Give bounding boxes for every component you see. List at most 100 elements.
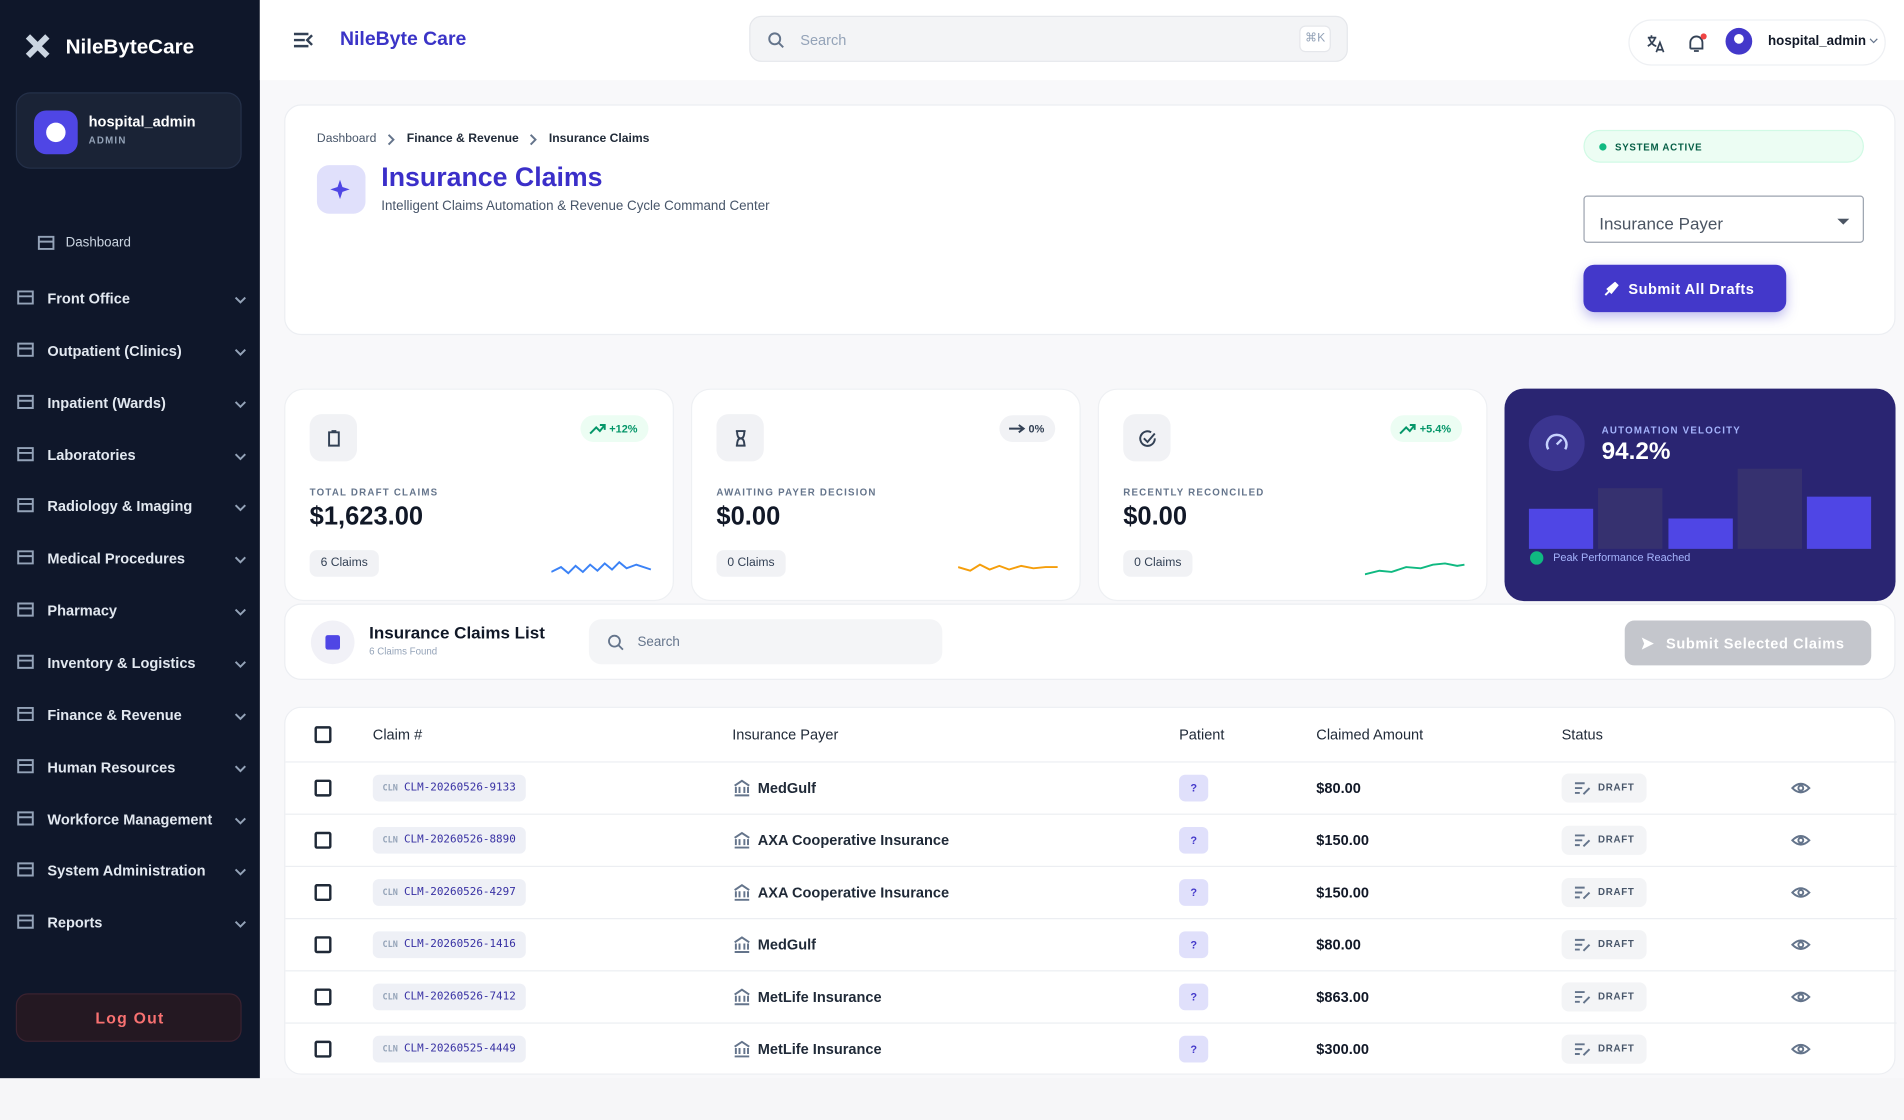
nav-item[interactable]: Medical Procedures: [0, 541, 260, 577]
global-search[interactable]: Search ⌘K: [749, 15, 1348, 62]
stat-trend-value: 0%: [1028, 422, 1045, 435]
patient: ?: [1179, 774, 1209, 802]
view-button[interactable]: [1791, 987, 1813, 1006]
claim-id: CLM-20260526-1416: [403, 938, 516, 951]
user-name: hospital_admin: [88, 112, 196, 130]
app-title: NileByte Care: [340, 29, 467, 50]
claim-number[interactable]: CLN CLM-20260526-4297: [372, 879, 526, 906]
stat-icon: [309, 414, 358, 462]
icon: [17, 706, 34, 721]
list-count: 6 Claims Found: [369, 646, 438, 657]
claim-id: CLM-20260526-7412: [403, 990, 516, 1004]
claim-id: CLM-20260526-8890: [403, 834, 516, 847]
claimed-amount: $863.00: [1316, 988, 1369, 1006]
claim-number[interactable]: CLN CLM-20260526-8890: [372, 826, 526, 854]
nav-item[interactable]: Inpatient (Wards): [0, 385, 260, 421]
header-divider: [285, 761, 1897, 763]
velocity-note: Peak Performance Reached: [1553, 551, 1691, 564]
nav-label: Inventory & Logistics: [47, 654, 196, 672]
row-checkbox[interactable]: [314, 1040, 332, 1058]
page-header: Insurance Claims Intelligent Claims Auto…: [284, 104, 1896, 336]
icon: [234, 348, 246, 356]
row-checkbox[interactable]: [314, 936, 332, 954]
status-badge: DRAFT: [1561, 825, 1647, 855]
claim-number[interactable]: CLN CLM-20260525-4449: [372, 1035, 526, 1063]
user-menu[interactable]: hospital_admin: [1768, 34, 1866, 49]
status-label: DRAFT: [1598, 990, 1635, 1002]
breadcrumb-item[interactable]: Finance & Revenue: [406, 132, 519, 146]
nav-item[interactable]: Reports: [0, 905, 260, 941]
claim-row: CLN CLM-20260525-4449 MetLife Insurance? $3…: [285, 1024, 1896, 1076]
view-button[interactable]: [1791, 831, 1813, 850]
status-label: DRAFT: [1598, 938, 1635, 950]
nav-item[interactable]: Human Resources: [0, 749, 260, 785]
icon: [734, 1040, 750, 1058]
logout-button[interactable]: Log Out: [15, 993, 242, 1042]
list-search[interactable]: Search: [588, 619, 943, 665]
icon: [529, 134, 537, 146]
view-button[interactable]: [1791, 1039, 1813, 1058]
nav-label: Finance & Revenue: [47, 706, 182, 724]
nav-item[interactable]: Pharmacy: [0, 593, 260, 629]
row-checkbox[interactable]: [314, 884, 332, 902]
icon: [234, 817, 246, 825]
icon: [1574, 886, 1591, 900]
nav-item[interactable]: Inventory & Logistics: [0, 645, 260, 681]
claim-number[interactable]: CLN CLM-20260526-1416: [372, 931, 526, 959]
user-avatar[interactable]: [1725, 27, 1753, 55]
nav-label: Reports: [47, 914, 103, 932]
stat-count: 6 Claims: [309, 550, 379, 577]
nav-item[interactable]: Finance & Revenue: [0, 697, 260, 733]
icon: [387, 134, 395, 146]
status-badge: DRAFT: [1561, 982, 1647, 1012]
claim-number[interactable]: CLN CLM-20260526-7412: [372, 983, 526, 1011]
icon: [234, 765, 246, 773]
toolbar: hospital_admin: [1628, 19, 1886, 66]
icon: [734, 779, 750, 797]
row-checkbox[interactable]: [314, 831, 332, 849]
claim-number[interactable]: CLN CLM-20260526-9133: [372, 774, 526, 802]
row-checkbox[interactable]: [314, 779, 332, 797]
stat-trend: 0%: [999, 415, 1056, 443]
icon: [1574, 991, 1591, 1004]
icon: [1574, 1043, 1591, 1056]
nav-item[interactable]: Outpatient (Clinics): [0, 333, 260, 369]
breadcrumb-item[interactable]: Dashboard: [316, 132, 377, 146]
select-all-checkbox[interactable]: [314, 726, 332, 744]
icon: [17, 758, 34, 773]
column-header: Patient: [1179, 726, 1225, 744]
icon: [234, 609, 246, 616]
icon: [17, 394, 34, 409]
row-checkbox[interactable]: [314, 988, 332, 1006]
language-button[interactable]: [1645, 34, 1665, 53]
nav-label: Front Office: [47, 290, 130, 308]
icon: [734, 936, 750, 953]
stat-trend-value: +5.4%: [1419, 422, 1452, 435]
nav-item[interactable]: Radiology & Imaging: [0, 489, 260, 525]
submit-selected-label: Submit Selected Claims: [1666, 635, 1845, 653]
user-card[interactable]: hospital_admin ADMIN: [15, 92, 242, 169]
view-button[interactable]: [1791, 935, 1813, 954]
menu-toggle[interactable]: [293, 32, 313, 49]
nav-label: Inpatient (Wards): [47, 394, 166, 412]
nav-item[interactable]: Laboratories: [0, 437, 260, 473]
payer-select[interactable]: Insurance Payer: [1583, 195, 1864, 243]
icon: [17, 654, 34, 669]
submit-selected-button[interactable]: Submit Selected Claims: [1624, 620, 1872, 666]
nav-item[interactable]: Workforce Management: [0, 801, 260, 837]
submit-all-button[interactable]: Submit All Drafts: [1583, 264, 1787, 313]
avatar: [34, 110, 78, 155]
nav-item[interactable]: Front Office: [0, 281, 260, 317]
status-label: DRAFT: [1598, 834, 1635, 846]
patient: ?: [1179, 1035, 1209, 1063]
notifications-button[interactable]: [1685, 33, 1707, 55]
search-shortcut: ⌘K: [1299, 25, 1331, 53]
nav-item[interactable]: System Administration: [0, 853, 260, 889]
nav-label: Pharmacy: [47, 602, 118, 620]
view-button[interactable]: [1791, 883, 1813, 902]
stat-count: 0 Claims: [1123, 550, 1193, 577]
nav-item[interactable]: Dashboard: [0, 226, 260, 262]
view-button[interactable]: [1791, 778, 1813, 797]
claim-row: CLN CLM-20260526-7412 MetLife Insurance? $8…: [285, 971, 1897, 1024]
icon: [37, 235, 55, 250]
